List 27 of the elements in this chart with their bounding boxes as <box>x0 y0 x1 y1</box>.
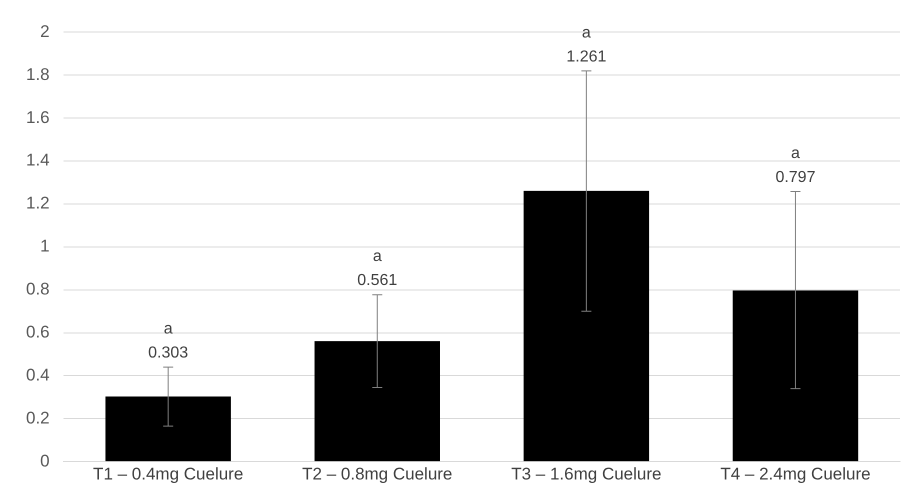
annotation: a <box>372 248 382 266</box>
y-tick-label: 0.8 <box>26 280 50 299</box>
x-tick-label: T2 – 0.8mg Cuelure <box>302 464 452 484</box>
annotation: 0.797 <box>775 168 816 186</box>
x-tick-label: T1 – 0.4mg Cuelure <box>93 464 244 484</box>
x-tick-label: T4 – 2.4mg Cuelure <box>720 464 871 484</box>
y-tick-label: 2 <box>40 22 50 41</box>
y-tick-label: 0.4 <box>26 365 50 384</box>
y-tick-label: 0 <box>40 451 50 470</box>
x-tick-label: T3 – 1.6mg Cuelure <box>511 464 662 484</box>
annotation: 0.303 <box>148 344 188 362</box>
bar <box>524 190 650 462</box>
y-tick-label: 1.6 <box>26 108 50 127</box>
y-tick-label: 1.2 <box>26 194 50 213</box>
y-tick-label: 1.8 <box>26 64 50 84</box>
y-tick-label: 1 <box>40 236 50 256</box>
annotation: a <box>791 144 800 162</box>
annotation: a <box>164 320 173 338</box>
bar <box>732 290 858 462</box>
annotation: 0.561 <box>357 272 398 290</box>
y-tick-label: 1.4 <box>26 150 50 170</box>
annotation: a <box>582 24 591 42</box>
y-tick-label: 0.2 <box>26 408 50 428</box>
y-tick-label: 0.6 <box>26 322 50 342</box>
annotation: 1.261 <box>566 48 606 66</box>
bar <box>314 341 440 462</box>
bar <box>105 396 231 462</box>
